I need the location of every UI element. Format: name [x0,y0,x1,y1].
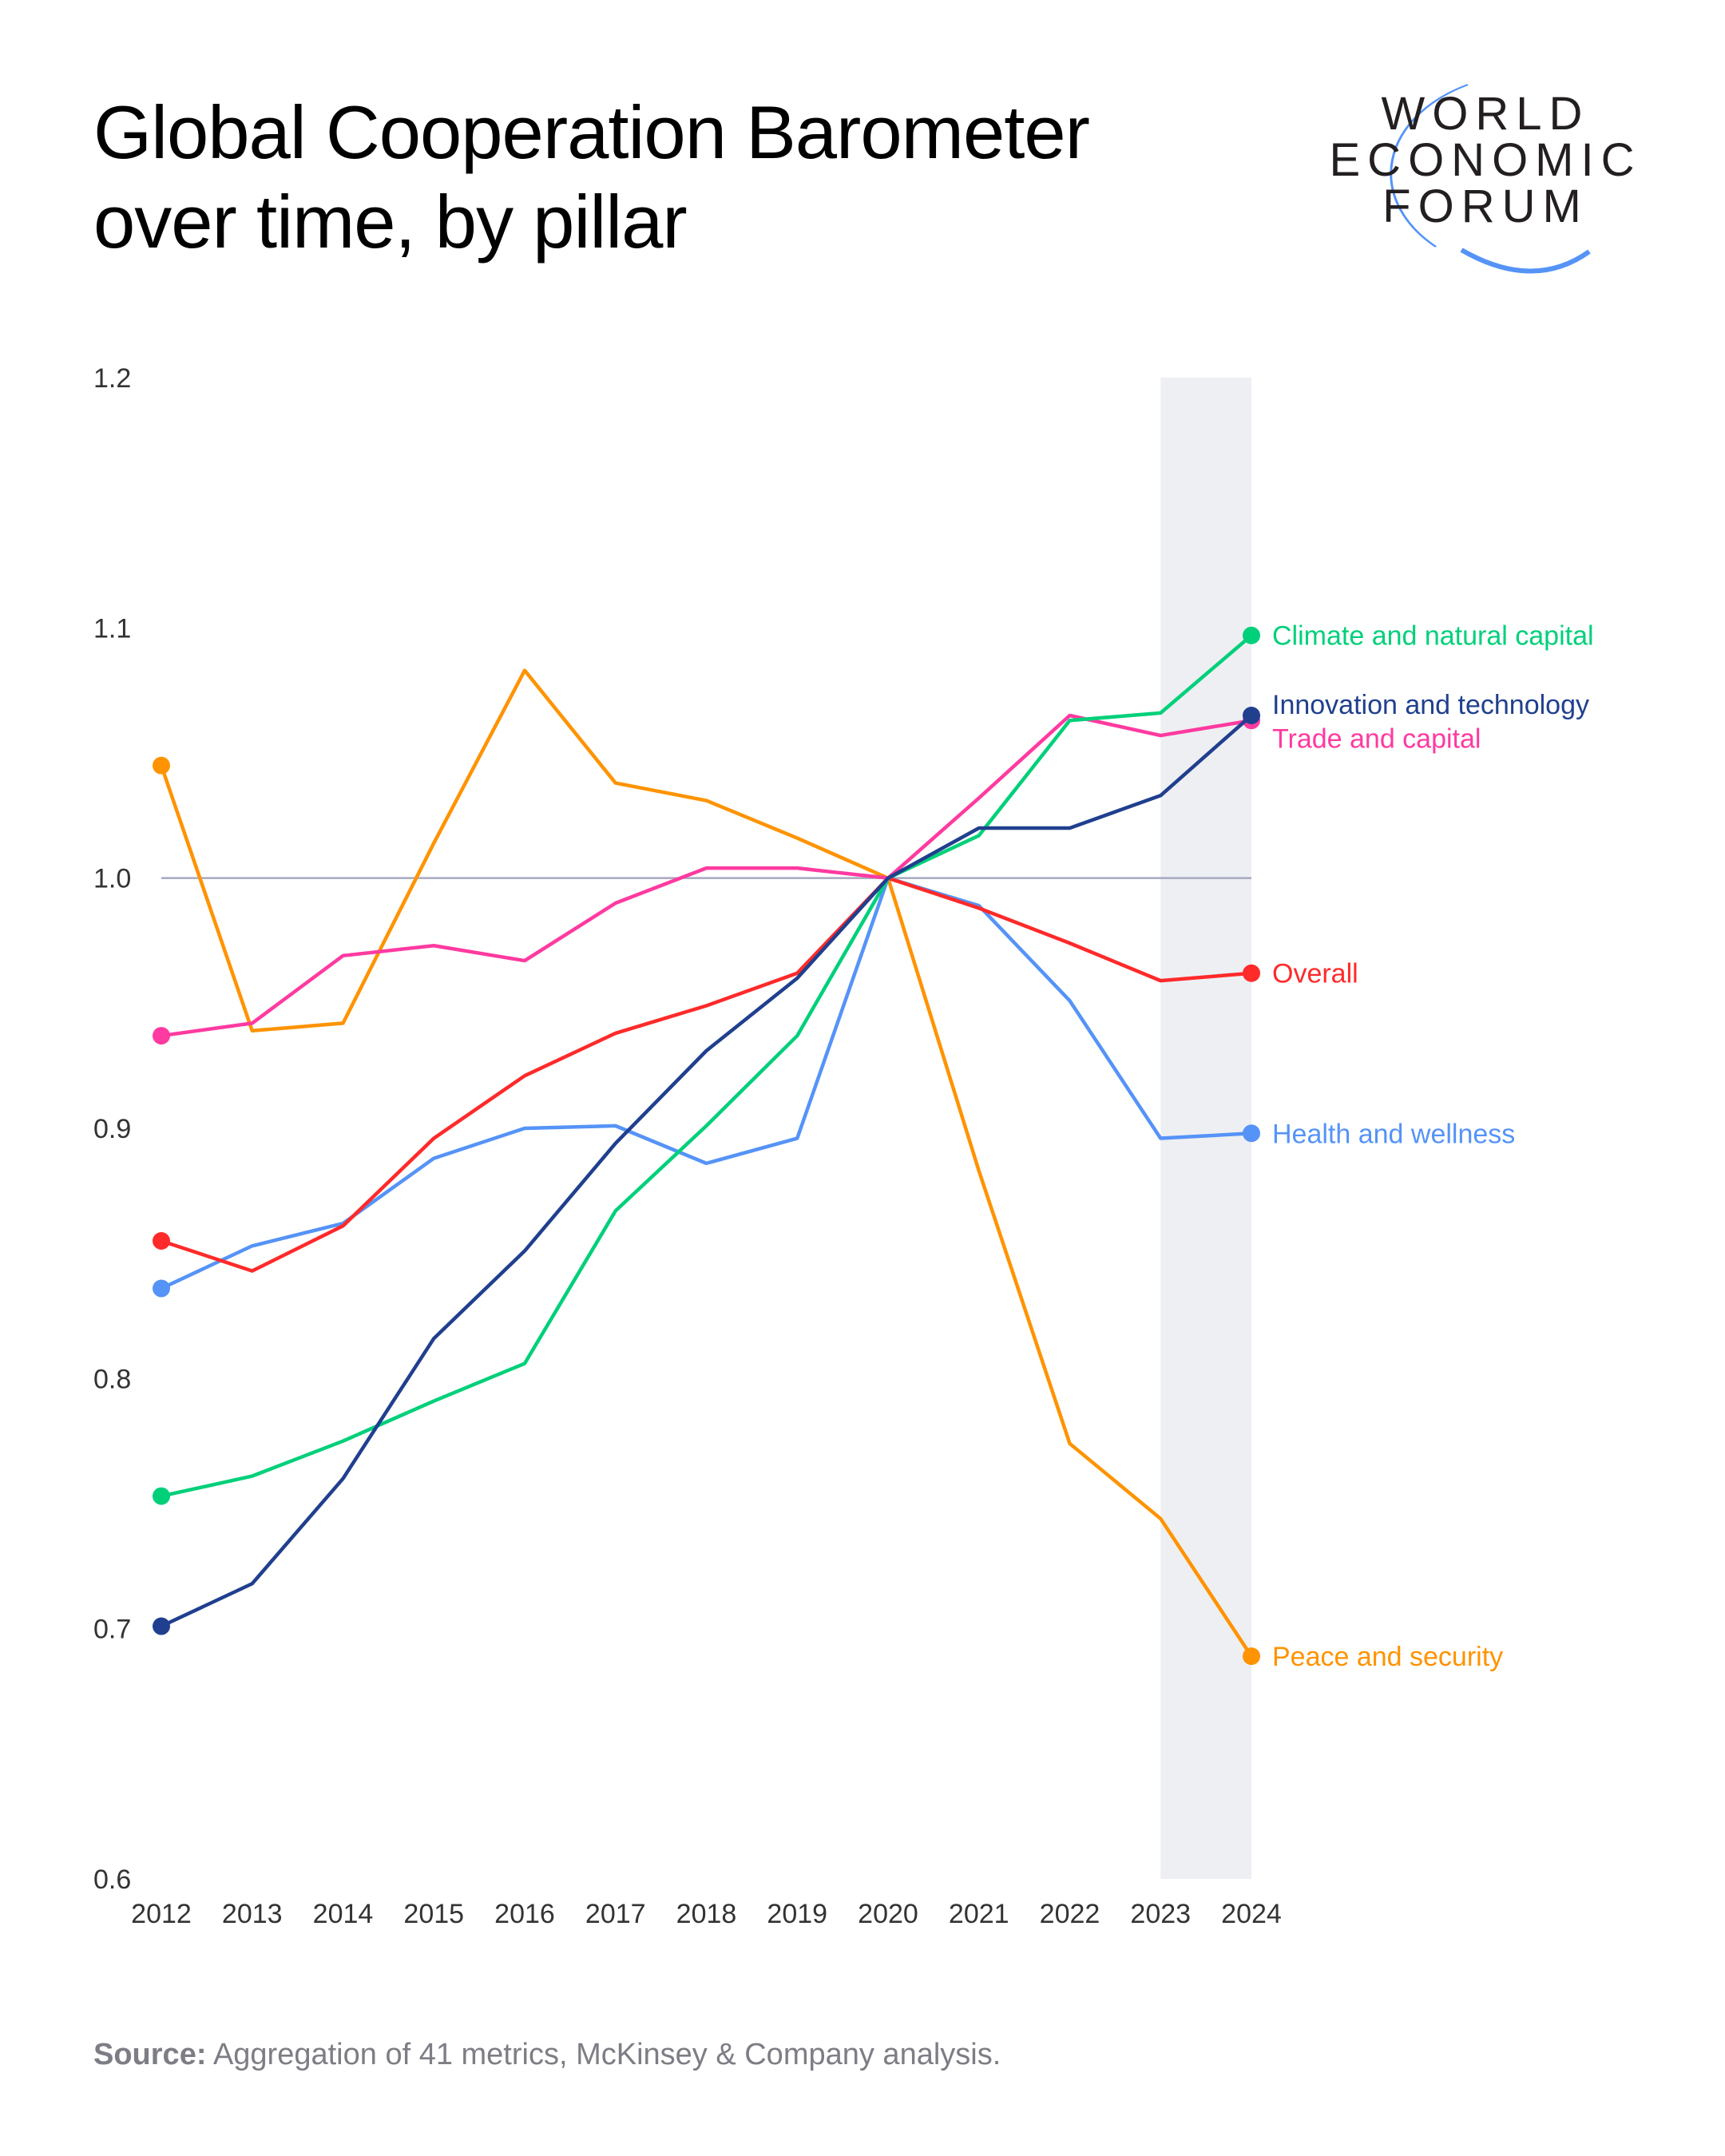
series-label-peace-and-security: Peace and security [1272,1642,1503,1672]
x-tick-label: 2012 [131,1899,192,1929]
start-point-innovation-and-technology [153,1617,170,1635]
series-line-overall [161,876,1252,1273]
x-tick-label: 2015 [403,1899,464,1929]
x-tick-label: 2024 [1221,1899,1282,1929]
title-line-1: Global Cooperation Barometer [93,90,1090,174]
series-label-overall: Overall [1272,959,1358,989]
series-label-health-and-wellness: Health and wellness [1272,1119,1515,1149]
x-tick-label: 2016 [494,1899,555,1929]
x-tick-label: 2019 [767,1899,827,1929]
line-chart: 0.6 0.7 0.8 0.9 1.0 1.1 1.2 2012 2013 2014 2015 201… [93,363,1594,1929]
series-label-innovation-and-technology: Innovation and technology [1272,690,1589,720]
y-tick-label: 1.1 [93,613,131,644]
x-tick-label: 2018 [676,1899,737,1929]
start-point-climate-and-natural-capital [153,1487,170,1505]
y-tick-label: 1.0 [93,864,131,894]
x-tick-label: 2023 [1130,1899,1191,1929]
end-point-peace-and-security [1243,1647,1260,1666]
logo-line-2: ECONOMIC [1329,134,1642,186]
series-line-trade-and-capital [161,713,1252,1038]
source-label: Source: [93,2038,207,2071]
x-tick-label: 2013 [222,1899,283,1929]
end-point-climate-and-natural-capital [1243,626,1260,644]
source-note: Source: Aggregation of 41 metrics, McKin… [93,2038,1001,2072]
y-tick-label: 1.2 [93,363,131,394]
logo-arc-icon [1390,84,1591,274]
start-point-trade-and-capital [153,1027,170,1045]
series-line-peace-and-security [159,668,1253,1658]
start-point-health-and-wellness [153,1279,170,1298]
series-label-climate-and-natural-capital: Climate and natural capital [1272,621,1594,652]
logo-line-3: FORUM [1382,180,1588,232]
start-point-overall [153,1232,170,1250]
end-point-overall [1243,964,1260,982]
series-line-health-and-wellness [161,876,1252,1290]
x-tick-label: 2022 [1040,1899,1100,1929]
x-tick-label: 2021 [949,1899,1009,1929]
series-label-trade-and-capital: Trade and capital [1272,723,1481,754]
series-line-innovation-and-technology [161,714,1253,1628]
y-tick-label: 0.7 [93,1615,131,1645]
start-point-peace-and-security [153,756,170,775]
title-line-2: over time, by pillar [93,180,688,264]
highlight-band [1160,378,1251,1879]
x-tick-label: 2017 [585,1899,646,1929]
x-tick-label: 2014 [313,1899,374,1929]
end-point-innovation-and-technology [1243,707,1260,724]
logo-line-1: WORLD [1381,88,1590,140]
wef-logo: WORLD ECONOMIC FORUM [1326,84,1661,283]
source-text: Aggregation of 41 metrics, McKinsey & Co… [206,2038,1001,2071]
y-tick-label: 0.6 [93,1865,131,1895]
x-tick-label: 2020 [858,1899,918,1929]
series-line-climate-and-natural-capital [161,634,1253,1498]
chart-title: Global Cooperation Barometer over time, … [93,88,1090,267]
y-tick-label: 0.8 [93,1364,131,1394]
end-point-health-and-wellness [1243,1124,1260,1143]
y-tick-label: 0.9 [93,1114,131,1144]
